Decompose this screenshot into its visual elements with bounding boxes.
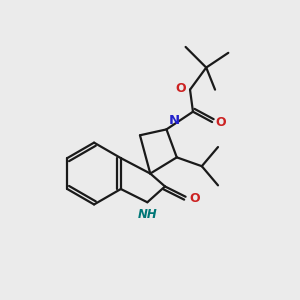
Text: N: N: [169, 114, 180, 127]
Text: O: O: [175, 82, 186, 95]
Text: O: O: [216, 116, 226, 128]
Text: NH: NH: [138, 208, 158, 220]
Text: O: O: [189, 192, 200, 205]
